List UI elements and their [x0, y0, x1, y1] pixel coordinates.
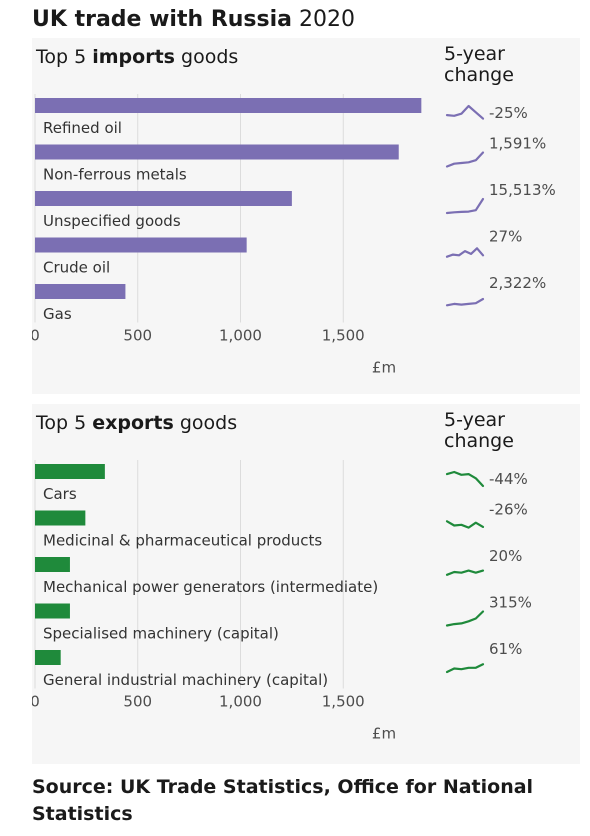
exports-title-post: goods: [173, 412, 238, 434]
exports-sparkline: [445, 610, 485, 627]
imports-panel: Top 5 imports goods 5-year change 0 500 1,0…: [32, 38, 580, 394]
exports-change-value: 315%: [489, 594, 532, 612]
exports-tick-label: 0: [32, 693, 40, 711]
imports-change-value: 15,513%: [489, 181, 556, 199]
exports-sparkline: [445, 470, 485, 488]
exports-tick-label: 1,500: [322, 693, 365, 711]
exports-bar-chart: 0 500 1,000 1,500 £m Cars -44% Medicinal & phar…: [32, 460, 532, 743]
imports-change-value: 27%: [489, 228, 522, 246]
page-title: UK trade with Russia 2020: [32, 6, 355, 34]
exports-bar: [35, 603, 70, 619]
imports-sparkline: [445, 104, 485, 120]
imports-bar: [35, 237, 247, 253]
exports-title-pre: Top 5: [36, 412, 93, 434]
exports-change-value: 61%: [489, 640, 522, 658]
imports-change-heading: 5-year change: [444, 44, 554, 86]
imports-title-bold: imports: [92, 46, 175, 68]
exports-category-label: Cars: [43, 485, 77, 503]
imports-category-label: Gas: [43, 305, 72, 323]
imports-sparkline: [445, 297, 485, 307]
exports-sparkline: [445, 663, 485, 674]
imports-bar: [35, 191, 292, 206]
imports-sparkline: [445, 151, 485, 168]
exports-change-heading-line2: change: [444, 430, 514, 452]
exports-bar: [35, 650, 61, 665]
imports-category-label: Refined oil: [43, 119, 122, 137]
exports-category-label: Medicinal & pharmaceutical products: [43, 532, 322, 550]
exports-category-label: Specialised machinery (capital): [43, 625, 279, 643]
imports-change-heading-line1: 5-year: [444, 43, 505, 65]
exports-tick-label: 500: [123, 693, 152, 711]
imports-title-pre: Top 5: [36, 46, 93, 68]
exports-axis-label: £m: [372, 725, 396, 743]
exports-tick-label: 1,000: [219, 693, 262, 711]
imports-sparkline: [445, 247, 485, 258]
imports-bar-chart: 0 500 1,000 1,500 £m Refined oil -25% Non-ferro…: [32, 94, 556, 377]
imports-change-value: 1,591%: [489, 135, 546, 153]
title-main: UK trade with Russia: [32, 7, 292, 32]
exports-sparkline: [445, 520, 485, 529]
imports-category-label: Crude oil: [43, 259, 110, 277]
exports-title-bold: exports: [92, 412, 174, 434]
imports-axis-label: £m: [372, 359, 396, 377]
exports-bar: [35, 557, 70, 572]
exports-bar: [35, 464, 105, 479]
imports-category-label: Non-ferrous metals: [43, 166, 187, 184]
imports-tick-label: 1,000: [219, 327, 262, 345]
imports-bar: [35, 144, 399, 160]
exports-change-value: -44%: [489, 470, 528, 488]
imports-tick-label: 1,500: [322, 327, 365, 345]
exports-change-heading-line1: 5-year: [444, 409, 505, 431]
imports-tick-label: 0: [32, 327, 40, 345]
title-year: 2020: [299, 7, 355, 32]
imports-category-label: Unspecified goods: [43, 212, 181, 230]
imports-title: Top 5 imports goods: [36, 44, 238, 70]
exports-category-label: Mechanical power generators (intermediat…: [43, 578, 378, 596]
exports-change-heading: 5-year change: [444, 410, 554, 452]
imports-title-post: goods: [174, 46, 239, 68]
exports-bar: [35, 510, 86, 526]
exports-category-label: General industrial machinery (capital): [43, 671, 328, 689]
imports-change-value: 2,322%: [489, 274, 546, 292]
imports-change-value: -25%: [489, 104, 528, 122]
imports-bar: [35, 284, 126, 299]
source-note: Source: UK Trade Statistics, Office for …: [32, 776, 534, 825]
exports-sparkline: [445, 569, 485, 576]
imports-tick-label: 500: [123, 327, 152, 345]
exports-change-value: 20%: [489, 547, 522, 565]
exports-panel: Top 5 exports goods 5-year change 0 500 1,0…: [32, 404, 580, 764]
exports-change-value: -26%: [489, 501, 528, 519]
imports-sparkline: [445, 197, 485, 215]
imports-change-heading-line2: change: [444, 64, 514, 86]
imports-bar: [35, 98, 422, 113]
exports-title: Top 5 exports goods: [36, 410, 237, 436]
